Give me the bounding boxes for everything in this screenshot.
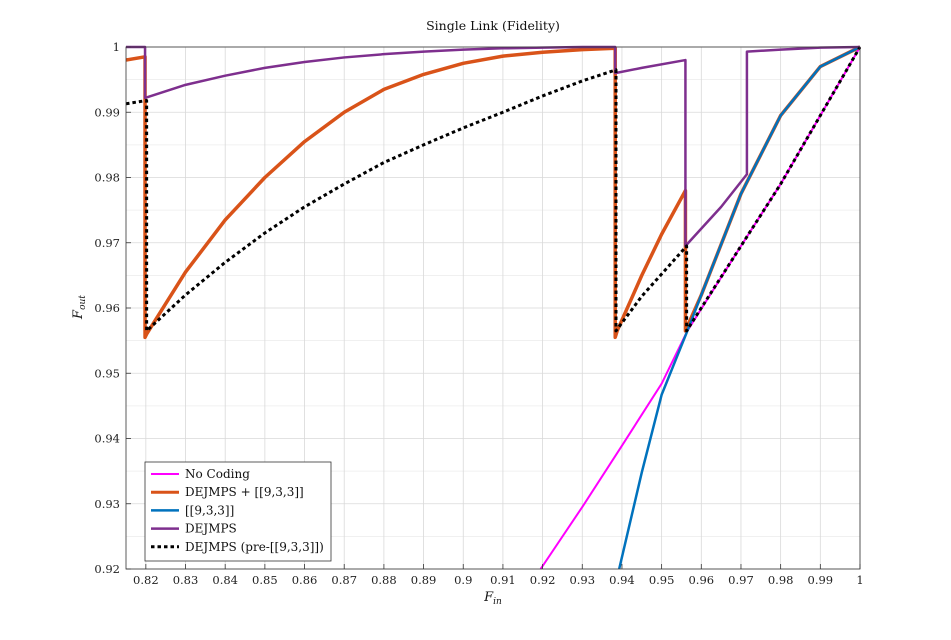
x-tick-label: 0.92 [530, 573, 556, 587]
x-axis-label-main: F [483, 590, 494, 605]
series-line-3 [617, 45, 861, 569]
x-tick-label: 0.94 [609, 573, 635, 587]
x-tick-label: 0.96 [688, 573, 714, 587]
series-group [126, 45, 861, 569]
x-tick-label: 0.88 [371, 573, 397, 587]
x-tick-label: 0.99 [808, 573, 834, 587]
x-tick-label: 0.86 [292, 573, 318, 587]
y-axis-label-main: F [71, 309, 86, 320]
x-tick-label: 0.85 [252, 573, 278, 587]
legend-label: [[9,3,3]] [185, 503, 234, 517]
legend: No Coding DEJMPS + [[9,3,3]] [[9,3,3]] DEJM… [144, 461, 332, 562]
y-tick-label: 0.99 [94, 105, 120, 119]
x-tick-label: 0.98 [768, 573, 794, 587]
legend-label: DEJMPS [185, 522, 237, 536]
grid [126, 46, 861, 570]
y-tick-label: 0.97 [94, 236, 120, 250]
y-tick-label: 0.96 [94, 301, 120, 315]
x-tick-label: 0.93 [569, 573, 595, 587]
series-line-5 [126, 46, 861, 333]
y-axis-label: Fout [71, 295, 88, 320]
y-tick-label: 0.92 [94, 562, 120, 576]
x-tick-label: 0.82 [133, 573, 159, 587]
series-line-4 [126, 45, 861, 248]
y-axis-label-sub: out [78, 295, 88, 310]
x-tick-label: 0.95 [649, 573, 675, 587]
y-tick-label: 0.94 [94, 432, 120, 446]
legend-label: No Coding [185, 467, 250, 481]
x-tick-label: 0.91 [490, 573, 516, 587]
x-tick-label: 0.84 [212, 573, 238, 587]
x-tick-label: 0.87 [331, 573, 357, 587]
x-tick-label: 0.89 [411, 573, 437, 587]
x-axis-label-sub: in [493, 597, 502, 607]
x-tick-label: 1 [856, 573, 863, 587]
x-tick-label: 0.83 [173, 573, 199, 587]
x-tick-label: 0.97 [728, 573, 754, 587]
chart-title: Single Link (Fidelity) [426, 18, 560, 33]
x-axis-label: Fin [483, 590, 502, 607]
y-tick-label: 0.93 [94, 497, 120, 511]
y-tick-label: 0.98 [94, 171, 120, 185]
legend-label: DEJMPS (pre-[[9,3,3]]) [185, 540, 324, 554]
y-tick-label: 0.95 [94, 366, 120, 380]
series-line-2 [126, 45, 861, 340]
y-tick-label: 1 [113, 40, 120, 54]
tick-labels: 0.82 0.83 0.84 0.85 0.86 0.87 0.88 0.89 0.9 0.91 0… [94, 40, 863, 587]
x-tick-label: 0.9 [454, 573, 472, 587]
legend-label: DEJMPS + [[9,3,3]] [185, 485, 304, 499]
